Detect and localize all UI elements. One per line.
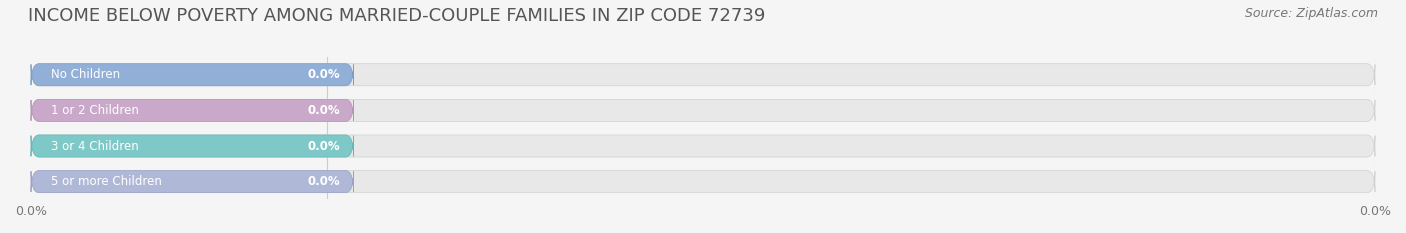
Text: No Children: No Children xyxy=(51,68,121,81)
Text: 0.0%: 0.0% xyxy=(308,140,340,153)
FancyBboxPatch shape xyxy=(31,171,353,193)
Text: 1 or 2 Children: 1 or 2 Children xyxy=(51,104,139,117)
Text: 0.0%: 0.0% xyxy=(308,104,340,117)
Text: 0.0%: 0.0% xyxy=(308,68,340,81)
Text: 5 or more Children: 5 or more Children xyxy=(51,175,162,188)
FancyBboxPatch shape xyxy=(31,64,1375,86)
FancyBboxPatch shape xyxy=(31,135,353,157)
FancyBboxPatch shape xyxy=(31,64,353,86)
FancyBboxPatch shape xyxy=(31,171,1375,193)
Text: INCOME BELOW POVERTY AMONG MARRIED-COUPLE FAMILIES IN ZIP CODE 72739: INCOME BELOW POVERTY AMONG MARRIED-COUPL… xyxy=(28,7,765,25)
FancyBboxPatch shape xyxy=(31,99,353,121)
Text: Source: ZipAtlas.com: Source: ZipAtlas.com xyxy=(1244,7,1378,20)
Text: 3 or 4 Children: 3 or 4 Children xyxy=(51,140,139,153)
FancyBboxPatch shape xyxy=(31,99,1375,121)
Text: 0.0%: 0.0% xyxy=(308,175,340,188)
FancyBboxPatch shape xyxy=(31,135,1375,157)
